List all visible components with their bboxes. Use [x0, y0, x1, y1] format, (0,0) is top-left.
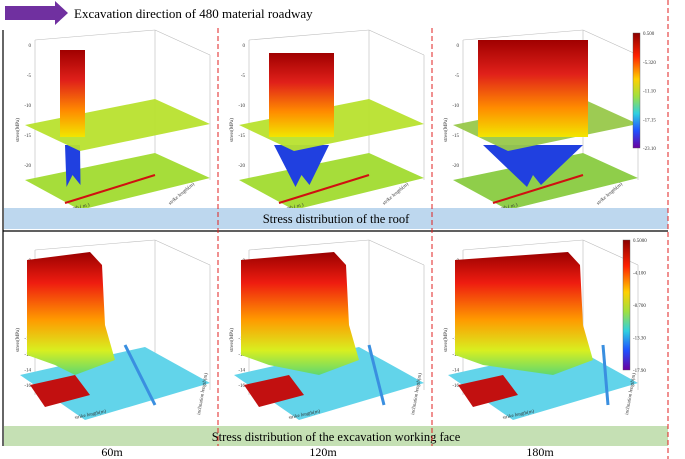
- z-tick-label: 0: [29, 44, 32, 49]
- stress-spike: [269, 53, 334, 137]
- floor-high: [244, 375, 304, 407]
- z-tick-label: -5: [241, 74, 246, 79]
- z-tick-label: -16: [24, 384, 31, 389]
- box-edge: [368, 239, 425, 266]
- stress-drop: [274, 145, 329, 187]
- roadway-stripe: [64, 174, 156, 204]
- z-tick-label: -10: [452, 104, 459, 109]
- z-axis-label: stress(MPa): [230, 118, 235, 142]
- z-tick-label: -10: [24, 104, 31, 109]
- z-tick-label: -16: [238, 384, 245, 389]
- z-tick-label: -20: [24, 164, 31, 169]
- floor-high: [30, 375, 90, 407]
- roadway-stripe: [278, 174, 370, 204]
- z-tick-label: -14: [238, 368, 245, 373]
- direction-arrow: [5, 1, 68, 25]
- box-edge: [154, 239, 211, 266]
- stress-spike: [478, 40, 588, 137]
- stress-spike: [60, 50, 85, 137]
- column-label: 60m: [101, 445, 123, 459]
- z-tick-label: -15: [24, 134, 31, 139]
- colorbar-label: 0.5000: [633, 239, 647, 244]
- z-axis-label: stress(MPa): [16, 328, 21, 352]
- colorbar-label: -23.10: [643, 147, 656, 152]
- z-tick-label: -20: [452, 164, 459, 169]
- lower-plane: [25, 153, 210, 210]
- z-tick-label: -16: [452, 384, 459, 389]
- floor-high: [458, 375, 518, 407]
- colorbar-label: -8.700: [633, 304, 646, 309]
- row-label: Stress distribution of the excavation wo…: [212, 430, 461, 444]
- stress-drop: [483, 145, 583, 187]
- colorbar: [632, 32, 641, 149]
- roadway-stripe: [492, 174, 584, 204]
- box-edge: [248, 29, 370, 41]
- box-edge: [462, 239, 584, 251]
- box-edge: [462, 29, 584, 41]
- z-tick-label: -14: [452, 368, 459, 373]
- colorbar: [622, 239, 631, 371]
- z-tick-label: -20: [238, 164, 245, 169]
- box-edge: [154, 29, 211, 56]
- lower-plane: [239, 153, 424, 210]
- z-axis-label: stress(MPa): [230, 328, 235, 352]
- plateau: [241, 252, 359, 375]
- plateau: [27, 252, 115, 375]
- ridge: [367, 344, 386, 406]
- lower-plane: [453, 153, 638, 210]
- x-axis-label: strike length(m): [74, 409, 107, 421]
- colorbar-label: -11.10: [643, 90, 656, 95]
- colorbar-label: 0.500: [643, 32, 655, 37]
- z-tick-label: -15: [452, 134, 459, 139]
- z-tick-label: 0: [243, 44, 246, 49]
- z-tick-label: -10: [238, 104, 245, 109]
- z-axis-label: stress(MPa): [444, 328, 449, 352]
- z-axis-label: stress(MPa): [444, 118, 449, 142]
- z-tick-label: 0: [457, 44, 460, 49]
- x-axis-label: strike length(m): [502, 409, 535, 421]
- row-band: [4, 426, 668, 446]
- header-title: Excavation direction of 480 material roa…: [74, 6, 313, 21]
- colorbar-label: -4.100: [633, 272, 646, 277]
- colorbar-label: -5.320: [643, 61, 656, 66]
- z-tick-label: -15: [238, 134, 245, 139]
- z-tick-label: -5: [455, 74, 460, 79]
- x-axis-label: strike length(m): [288, 409, 321, 421]
- plateau: [455, 252, 593, 375]
- box-edge: [248, 239, 370, 251]
- row-band: [4, 208, 668, 229]
- stress-drop: [65, 145, 81, 187]
- box-edge: [368, 29, 425, 56]
- ridge: [601, 344, 610, 406]
- box-edge: [582, 29, 639, 56]
- colorbar-label: -17.15: [643, 118, 656, 123]
- ridge: [123, 344, 157, 406]
- column-label: 120m: [309, 445, 337, 459]
- z-tick-label: -5: [27, 74, 32, 79]
- z-axis-label: stress(MPa): [16, 118, 21, 142]
- upper-plane: [25, 99, 210, 151]
- colorbar-label: -17.90: [633, 369, 646, 374]
- z-tick-label: -14: [24, 368, 31, 373]
- box-edge: [34, 239, 156, 251]
- column-label: 180m: [526, 445, 554, 459]
- row-label: Stress distribution of the roof: [263, 212, 410, 226]
- colorbar-label: -13.30: [633, 337, 646, 342]
- box-edge: [34, 29, 156, 41]
